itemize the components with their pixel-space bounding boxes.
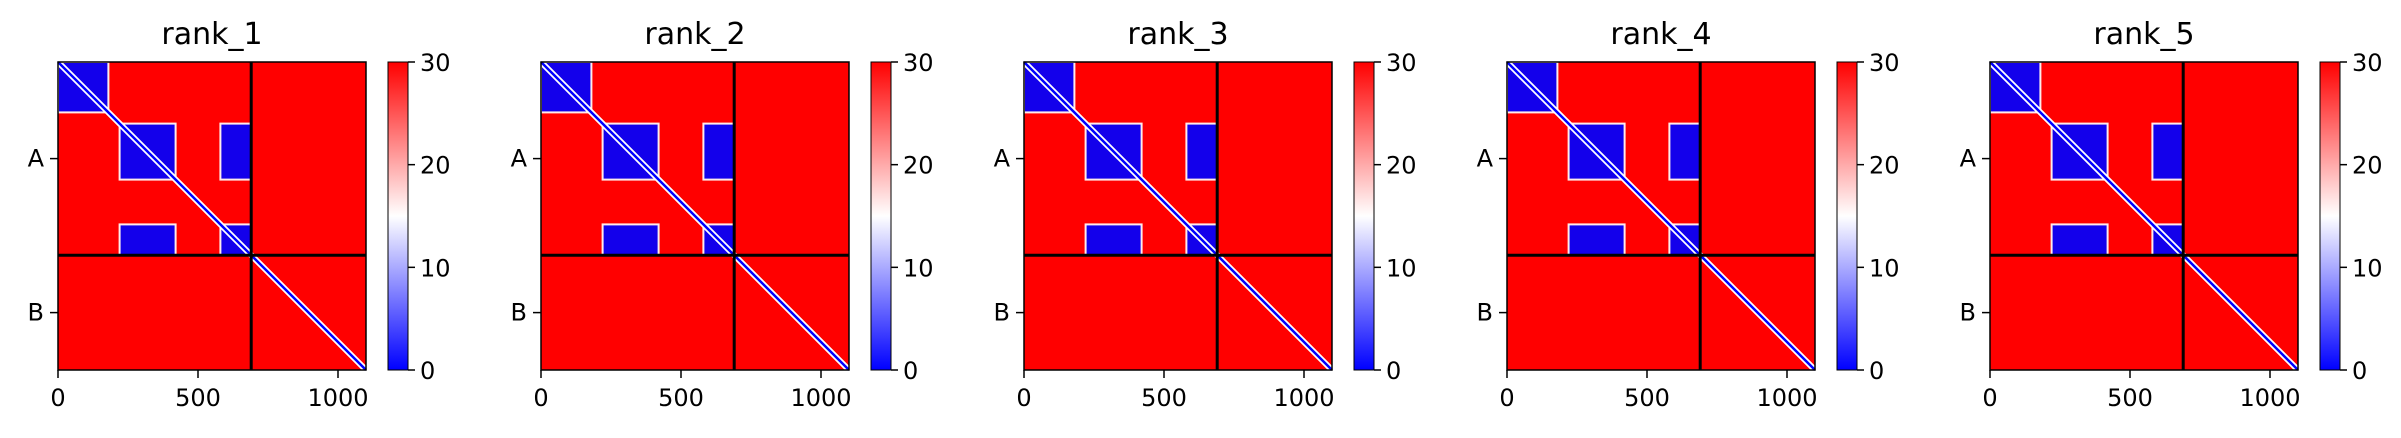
colorbar-tick-label: 0 (420, 357, 435, 385)
colorbar-tick-label: 0 (1869, 357, 1884, 385)
colorbar-tick-label: 10 (903, 254, 934, 282)
colorbar-tick-label: 30 (1869, 49, 1900, 77)
diagonal (1989, 61, 2299, 371)
x-tick-label: 0 (1016, 384, 1031, 412)
panel-title: rank_3 (1127, 17, 1228, 52)
colorbar-tick-label: 10 (1386, 254, 1417, 282)
panel-title: rank_5 (2093, 17, 2194, 52)
low-region-5 (2151, 122, 2185, 181)
chain-label-B: B (28, 299, 44, 327)
chain-label-A: A (994, 145, 1011, 173)
low-region-5 (219, 122, 253, 181)
colorbar (1836, 61, 1858, 371)
colorbar-tick-label: 30 (2352, 49, 2383, 77)
colorbar-tick-label: 20 (903, 152, 934, 180)
low-region-5 (702, 122, 736, 181)
plot-frame (1023, 61, 1333, 371)
colorbar (387, 61, 409, 371)
x-tick-label: 500 (2107, 384, 2153, 412)
chain-label-A: A (511, 145, 528, 173)
low-region-5 (1668, 122, 1702, 181)
colorbar-tick-label: 10 (420, 254, 451, 282)
x-tick-label: 500 (1141, 384, 1187, 412)
panel-4: rank_4 0 500 1000 A B 0 10 20 30 (1477, 17, 1900, 412)
colorbar-tick-label: 30 (420, 49, 451, 77)
low-region-4 (118, 223, 177, 257)
colorbar (2319, 61, 2341, 371)
low-region-4 (1084, 223, 1143, 257)
chain-label-B: B (1477, 299, 1493, 327)
panel-1: rank_1 0 500 1000 A B 0 10 20 30 (28, 17, 451, 412)
panel-3: rank_3 0 500 1000 A B 0 10 20 30 (994, 17, 1417, 412)
chain-label-B: B (511, 299, 527, 327)
colorbar-tick-label: 20 (2352, 152, 2383, 180)
x-tick-label: 500 (175, 384, 221, 412)
panel-5: rank_5 0 500 1000 A B 0 10 20 30 (1960, 17, 2383, 412)
colorbar-tick-label: 0 (2352, 357, 2367, 385)
x-tick-label: 1000 (790, 384, 851, 412)
x-tick-label: 0 (1982, 384, 1997, 412)
panel-title: rank_2 (644, 17, 745, 52)
chain-label-B: B (994, 299, 1010, 327)
colorbar-tick-label: 0 (1386, 357, 1401, 385)
plot-frame (540, 61, 850, 371)
colorbar-tick-label: 10 (1869, 254, 1900, 282)
colorbar-tick-label: 30 (903, 49, 934, 77)
colorbar (870, 61, 892, 371)
x-tick-label: 0 (1499, 384, 1514, 412)
panel-2: rank_2 0 500 1000 A B 0 10 20 30 (511, 17, 934, 412)
x-tick-label: 0 (533, 384, 548, 412)
chain-label-B: B (1960, 299, 1976, 327)
low-region-4 (2050, 223, 2109, 257)
plot-frame (1506, 61, 1816, 371)
plot-frame (1989, 61, 2299, 371)
chain-label-A: A (1477, 145, 1494, 173)
chain-label-A: A (28, 145, 45, 173)
panel-title: rank_4 (1610, 17, 1711, 52)
plot-frame (57, 61, 367, 371)
x-tick-label: 0 (50, 384, 65, 412)
colorbar-tick-label: 10 (2352, 254, 2383, 282)
colorbar (1353, 61, 1375, 371)
chain-label-A: A (1960, 145, 1977, 173)
low-region-4 (1567, 223, 1626, 257)
colorbar-tick-label: 30 (1386, 49, 1417, 77)
diagonal (1023, 61, 1333, 371)
x-tick-label: 1000 (1273, 384, 1334, 412)
x-tick-label: 500 (658, 384, 704, 412)
x-tick-label: 1000 (1756, 384, 1817, 412)
colorbar-tick-label: 20 (1869, 152, 1900, 180)
x-tick-label: 1000 (2239, 384, 2300, 412)
colorbar-tick-label: 20 (1386, 152, 1417, 180)
colorbar-tick-label: 0 (903, 357, 918, 385)
colorbar-tick-label: 20 (420, 152, 451, 180)
x-tick-label: 1000 (307, 384, 368, 412)
x-tick-label: 500 (1624, 384, 1670, 412)
panel-title: rank_1 (161, 17, 262, 52)
low-region-4 (601, 223, 660, 257)
low-region-5 (1185, 122, 1219, 181)
diagonal (57, 61, 367, 371)
diagonal (540, 61, 850, 371)
diagonal (1506, 61, 1816, 371)
